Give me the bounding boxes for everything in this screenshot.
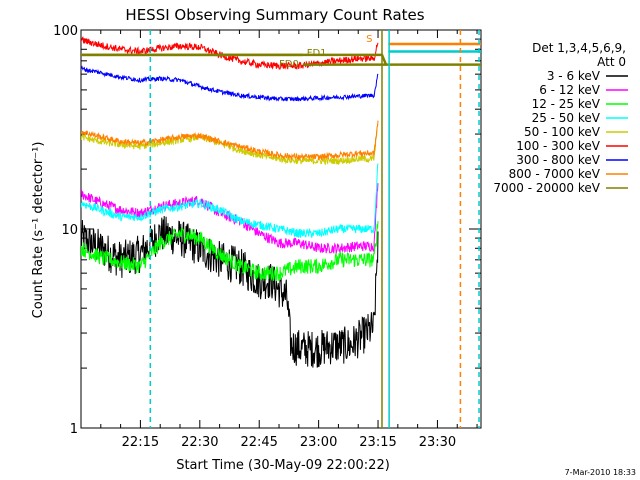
series-line	[81, 120, 379, 161]
legend-entry-label: 50 - 100 keV	[524, 125, 601, 139]
x-tick-label: 23:30	[419, 435, 456, 450]
legend-entry-label: 7000 - 20000 keV	[493, 181, 600, 195]
legend-entry-label: 6 - 12 keV	[539, 83, 601, 97]
annotation-label: FD1	[307, 48, 327, 59]
series-line	[81, 65, 379, 102]
x-tick-label: 22:30	[181, 435, 218, 450]
footer-timestamp: 7-Mar-2010 18:33	[565, 468, 636, 477]
legend-header: Att 0	[597, 55, 626, 69]
legend-entry-label: 800 - 7000 keV	[509, 167, 601, 181]
y-axis-label: Count Rate (s⁻¹ detector⁻¹)	[31, 142, 46, 319]
legend-entry-label: 300 - 800 keV	[516, 153, 600, 167]
series-line	[81, 221, 379, 282]
chart-title: HESSI Observing Summary Count Rates	[125, 6, 424, 24]
y-tick-label: 100	[53, 24, 78, 39]
legend-entry-label: 12 - 25 keV	[532, 97, 601, 111]
y-tick-label: 10	[61, 223, 78, 238]
plot-area: 1 10 100 22:15 22:30 22:45 23:00 23:15 23:30 FD1 F…	[53, 24, 482, 450]
annotation-label: FD0	[279, 59, 299, 70]
x-axis-label: Start Time (30-May-09 22:00:22)	[176, 458, 390, 473]
y-tick-label: 1	[70, 422, 78, 437]
legend-entry-label: 3 - 6 keV	[547, 69, 601, 83]
legend-entry-label: 100 - 300 keV	[516, 139, 600, 153]
annotation-label: S	[366, 34, 372, 45]
legend-header: Det 1,3,4,5,6,9,	[532, 41, 626, 55]
series-layer	[81, 30, 481, 428]
x-tick-label: 23:00	[300, 435, 337, 450]
series-line	[81, 183, 379, 254]
series-line	[81, 163, 379, 239]
series-line	[81, 36, 379, 70]
legend-entry-label: 25 - 50 keV	[532, 111, 601, 125]
x-tick-label: 22:45	[240, 435, 277, 450]
x-tick-label: 22:15	[122, 435, 159, 450]
x-tick-label: 23:15	[359, 435, 396, 450]
